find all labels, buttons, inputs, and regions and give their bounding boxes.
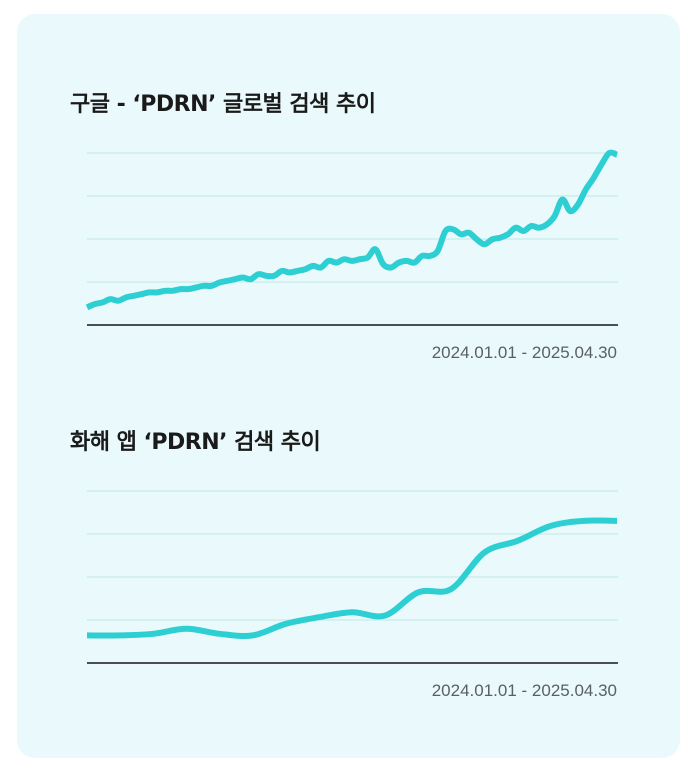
chart-title-hwahae: 화해 앱 ‘PDRN’ 검색 추이: [70, 430, 321, 455]
date-range-hwahae: 2024.01.01 - 2025.04.30: [431, 681, 617, 700]
chart-title-google: 구글 - ‘PDRN’ 글로벌 검색 추이: [70, 92, 376, 117]
hwahae-trend-line: [86, 517, 618, 640]
grid-lines-hwahae: [87, 490, 618, 621]
grid-lines-google: [87, 152, 618, 283]
google-trend-line: [85, 149, 619, 311]
date-range-google: 2024.01.01 - 2025.04.30: [431, 343, 617, 362]
